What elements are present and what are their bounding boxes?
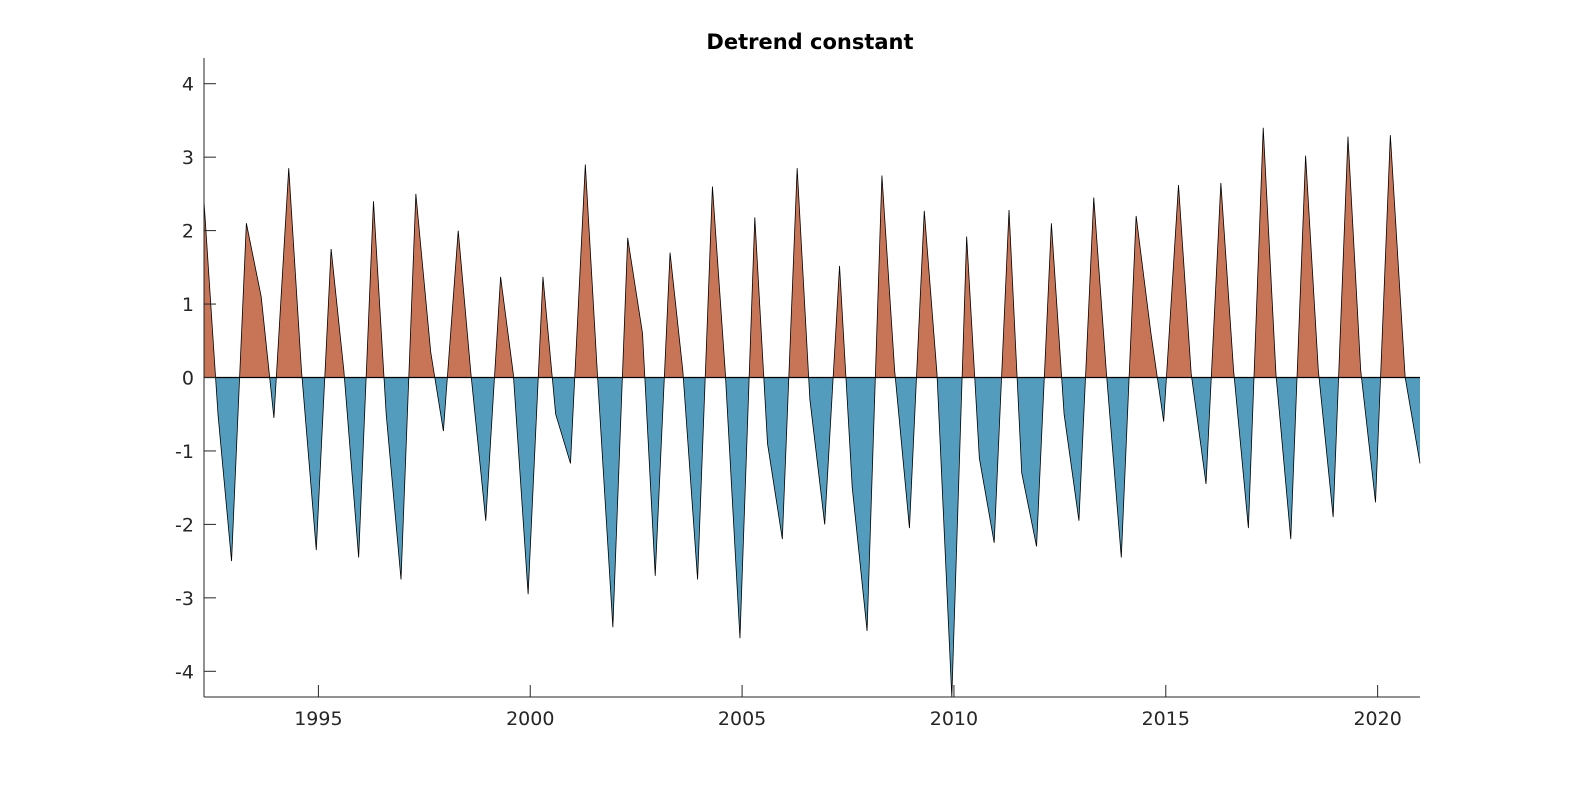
negative-area: [269, 377, 277, 418]
y-tick-label: 0: [182, 368, 194, 390]
positive-area: [1044, 223, 1062, 378]
positive-area: [239, 223, 270, 378]
negative-area: [763, 377, 789, 540]
series-line: [203, 127, 1421, 698]
positive-area: [1001, 210, 1018, 378]
positive-area: [916, 210, 938, 378]
positive-area: [1085, 197, 1107, 378]
positive-area: [574, 164, 598, 378]
negative-area: [1361, 377, 1381, 503]
positive-area: [1129, 215, 1158, 378]
y-tick-label: 4: [182, 74, 194, 96]
x-tick-label: 2005: [718, 708, 766, 730]
negative-area: [302, 377, 325, 551]
positive-area: [749, 217, 764, 378]
series-lines: [203, 127, 1421, 698]
positive-area: [833, 265, 846, 378]
x-tick-label: 2020: [1353, 708, 1401, 730]
y-tick-label: 3: [182, 147, 194, 169]
positive-area: [276, 168, 303, 378]
positive-area: [1211, 182, 1235, 378]
negative-area: [845, 377, 876, 631]
negative-area: [1319, 377, 1339, 518]
y-tick-label: 1: [182, 294, 194, 316]
negative-area: [597, 377, 623, 628]
positive-area: [622, 237, 645, 378]
positive-area: [366, 201, 384, 378]
negative-area: [513, 377, 539, 595]
positive-area: [408, 193, 435, 378]
positive-area: [447, 230, 472, 378]
negative-area: [1191, 377, 1212, 484]
negative-area: [1276, 377, 1298, 540]
positive-area: [1297, 155, 1320, 378]
negative-area: [1106, 377, 1130, 558]
negative-area: [1061, 377, 1086, 521]
positive-area: [788, 168, 809, 378]
negative-area: [683, 377, 706, 580]
positive-area: [538, 276, 553, 378]
chart-title: Detrend constant: [706, 30, 913, 54]
negative-area: [725, 377, 750, 639]
positive-area: [1253, 127, 1277, 378]
negative-area: [552, 377, 575, 464]
positive-area: [1166, 185, 1192, 378]
positive-area: [1338, 136, 1362, 378]
y-tick-label: -1: [175, 441, 194, 463]
positive-area: [1380, 135, 1406, 378]
axes: -4 -3 -2 -1 0 1 2 3 4 1995 2000 2005 2010 2015 2020: [175, 58, 1420, 730]
positive-area: [705, 186, 726, 378]
y-tick-label: 2: [182, 221, 194, 243]
negative-area: [344, 377, 367, 558]
x-tick-label: 2015: [1142, 708, 1190, 730]
negative-area: [808, 377, 834, 525]
negative-area: [644, 377, 665, 576]
positive-area: [664, 252, 684, 378]
negative-area: [974, 377, 1002, 543]
x-tick-label: 1995: [294, 708, 342, 730]
negative-area: [937, 377, 963, 697]
y-tick-label: -3: [175, 588, 194, 610]
x-tick-label: 2000: [506, 708, 554, 730]
positive-area: [962, 236, 975, 378]
negative-area: [471, 377, 495, 521]
negative-area: [215, 377, 240, 562]
negative-area: [1234, 377, 1254, 529]
y-tick-label: -2: [175, 514, 194, 536]
x-tick-label: 2010: [930, 708, 978, 730]
negative-area: [1017, 377, 1045, 547]
y-tick-label: -4: [175, 661, 194, 683]
